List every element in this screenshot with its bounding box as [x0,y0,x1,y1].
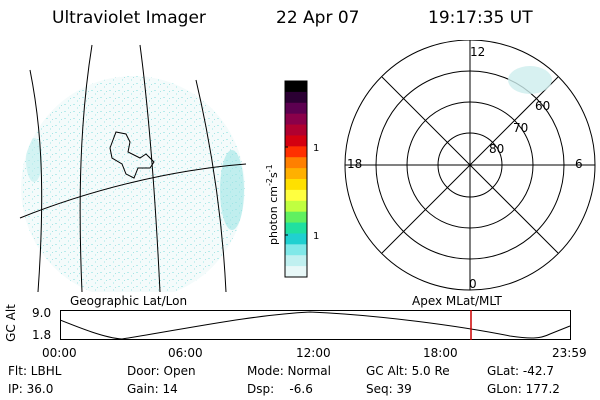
colorbar-segment [285,102,307,115]
gain-info: Gain: 14 [127,382,178,396]
polar-emission-patch [508,66,552,94]
dsp-info: Dsp: -6.6 [247,382,313,396]
gc-alt-info: GC Alt: 5.0 Re [366,364,450,378]
date-label: 22 Apr 07 [276,8,360,28]
geographic-image-panel [19,44,247,292]
ip-info: IP: 36.0 [8,382,54,396]
orbit-xtick-1200: 12:00 [296,346,331,360]
colorbar-gradient [285,81,307,278]
colorbar-unit-label: photon cm-2s-1 [265,164,280,245]
mode-info: Mode: Normal [247,364,331,378]
orbit-ytick-min: 1.8 [32,328,52,342]
colorbar-segment [285,211,307,224]
colorbar-segment [285,91,307,104]
colorbar-segment [285,81,307,93]
door-info: Door: Open [127,364,196,378]
colorbar: 100 10 photon cm-2s-1 [265,80,320,278]
orbit-xtick-0600: 06:00 [168,346,203,360]
orbit-ytick-max: 9.0 [32,306,52,320]
lat-lon-grid [19,44,247,292]
colorbar-segment [285,233,307,245]
colorbar-segment [285,244,307,256]
orbit-altitude-plot [60,310,571,340]
orbit-xtick-2359: 23:59 [552,346,587,360]
mlt-label-18: 18 [347,157,362,171]
orbit-xtick-0000: 00:00 [42,346,77,360]
colorbar-segment [285,255,307,267]
colorbar-segment [285,179,307,191]
colorbar-tick-10: 10 [313,231,320,242]
colorbar-segment [285,124,307,136]
colorbar-segment [285,113,307,126]
mlt-label-6: 6 [575,157,583,171]
instrument-title: Ultraviolet Imager [52,8,206,28]
orbit-ylabel: GC Alt [3,304,18,342]
orbit-xtick-1800: 18:00 [423,346,458,360]
colorbar-tick-100: 100 [313,143,320,154]
uv-image-disk [21,76,245,292]
glon-info: GLon: 177.2 [487,382,560,396]
time-label: 19:17:35 UT [428,8,533,28]
glat-info: GLat: -42.7 [487,364,554,378]
polar-diagonal-2 [381,76,559,254]
mlt-label-0: 0 [469,277,477,291]
colorbar-segment [285,135,307,147]
lat-label-80: 80 [489,142,504,156]
mlt-label-12: 12 [470,45,485,59]
lat-label-60: 60 [535,99,550,113]
colorbar-segment [285,200,307,213]
colorbar-segment [285,189,307,202]
seq-info: Seq: 39 [366,382,412,396]
filter-info: Flt: LBHL [8,364,62,378]
polar-plot: 12 18 6 0 60 70 80 [344,40,596,291]
colorbar-segment [285,168,307,180]
colorbar-segment [285,157,307,169]
colorbar-segment [285,266,307,278]
geographic-caption: Geographic Lat/Lon [70,294,188,308]
lat-label-70: 70 [513,121,528,135]
apex-caption: Apex MLat/MLT [412,294,502,308]
colorbar-segment [285,222,307,234]
colorbar-segment [285,146,307,158]
